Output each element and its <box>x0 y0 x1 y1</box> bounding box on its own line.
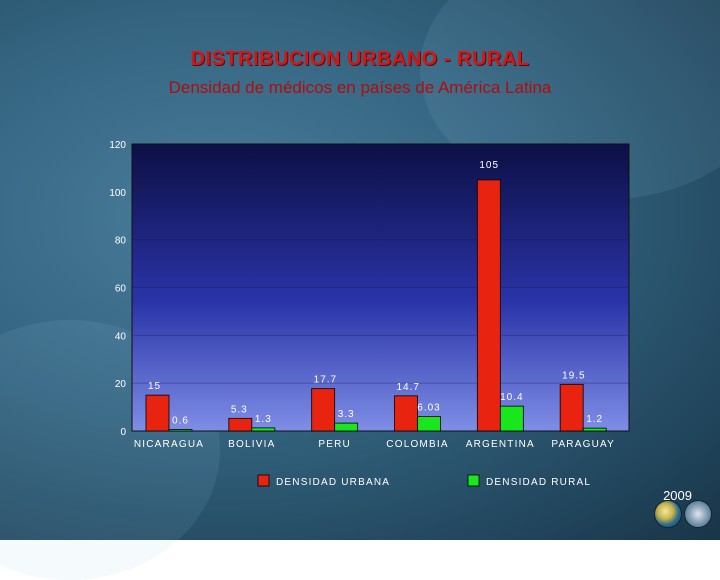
rural-bar <box>582 427 607 432</box>
rural-bar <box>499 405 524 432</box>
category-label: PARAGUAY <box>551 439 615 450</box>
seal-logo-icon <box>684 500 712 528</box>
data-label: 19.5 <box>562 370 585 381</box>
plot-area <box>131 143 630 432</box>
urban-bar <box>228 417 253 432</box>
category-label: ARGENTINA <box>466 439 535 450</box>
urban-bar <box>476 179 501 432</box>
data-label: 1.2 <box>586 414 603 425</box>
slide-subtitle: Densidad de médicos en países de América… <box>168 78 552 97</box>
slide-title: DISTRIBUCION URBANO - RURAL <box>190 48 530 70</box>
urban-bar <box>559 383 584 432</box>
data-label: 14.7 <box>397 382 420 393</box>
y-tick-label: 60 <box>115 284 127 295</box>
year-label: 2009 <box>663 488 692 503</box>
data-label: 6.03 <box>417 403 440 414</box>
data-label: 15 <box>148 381 161 392</box>
data-label: 10.4 <box>500 392 523 403</box>
y-tick-label: 20 <box>115 379 127 390</box>
y-tick-label: 120 <box>109 140 126 151</box>
urban-bar <box>145 394 170 432</box>
data-label: 0.6 <box>172 416 189 427</box>
category-label: NICARAGUA <box>134 439 204 450</box>
data-label: 1.3 <box>255 414 272 425</box>
data-label: 17.7 <box>314 375 337 386</box>
legend-swatch <box>467 474 480 487</box>
globe-logo-icon <box>654 500 682 528</box>
y-tick-label: 80 <box>115 236 127 247</box>
urban-bar <box>311 388 336 432</box>
data-label: 105 <box>479 160 499 171</box>
rural-bar <box>417 416 441 432</box>
y-tick-label: 40 <box>115 331 127 342</box>
bar-chart: 0 20 40 60 80 100 120 15 0.6 5.3 1.3 17.7 3.3 14.7 6.… <box>109 140 630 488</box>
y-tick-label: 100 <box>109 188 126 199</box>
gridlines <box>132 191 629 384</box>
bars: 15 0.6 5.3 1.3 17.7 3.3 14.7 6.03 105 10.4 19.5 1.2 <box>145 160 607 432</box>
rural-bar <box>251 427 276 432</box>
x-axis: NICARAGUA BOLIVIA PERU COLOMBIA ARGENTINA PAR… <box>134 439 615 450</box>
legend-label: DENSIDAD RURAL <box>486 477 591 488</box>
legend-label: DENSIDAD URBANA <box>276 477 390 488</box>
data-label: 3.3 <box>338 409 355 420</box>
category-label: PERU <box>318 439 351 450</box>
rural-bar <box>334 422 359 432</box>
legend-swatch <box>257 474 270 487</box>
y-tick-label: 0 <box>120 427 126 438</box>
data-label: 5.3 <box>231 404 248 415</box>
category-label: BOLIVIA <box>228 439 275 450</box>
legend: DENSIDAD URBANA DENSIDAD RURAL <box>257 474 591 488</box>
category-label: COLOMBIA <box>386 439 448 450</box>
rural-bar <box>168 429 193 432</box>
y-axis: 0 20 40 60 80 100 120 <box>109 140 126 438</box>
urban-bar <box>394 395 418 432</box>
